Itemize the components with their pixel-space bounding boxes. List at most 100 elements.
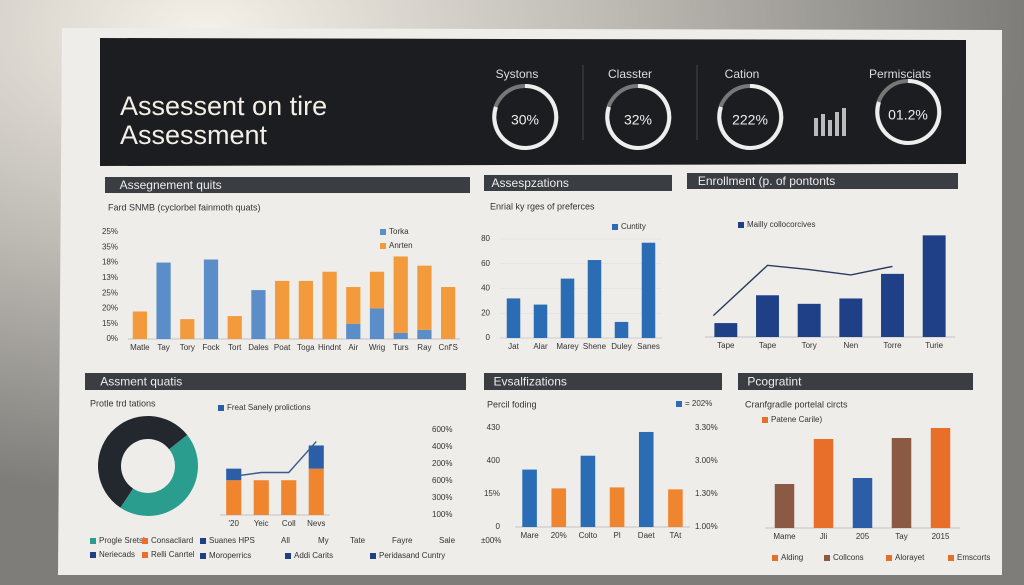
bar: [275, 280, 290, 339]
bar: [156, 262, 171, 339]
header-dividers: [582, 65, 698, 140]
panel-title: Evsalfizations: [494, 375, 567, 389]
x-tick-label: Tort: [228, 343, 242, 352]
y2-tick-label: 600%: [432, 425, 452, 434]
legend-label: Anrten: [389, 241, 413, 250]
panel-subtitle: Fard SNMB (cyclorbel fainmoth quats): [108, 202, 261, 212]
y-tick-label: 40: [481, 284, 490, 293]
y-tick-label: 20%: [102, 304, 118, 313]
y-tick-label: 15%: [102, 319, 118, 328]
kpi-arc: [492, 83, 559, 150]
legend-label: Patene Carile): [771, 415, 822, 424]
bar: [609, 487, 625, 527]
x-tick-label: Mame: [773, 532, 796, 541]
x-tick-label: Colto: [579, 531, 598, 540]
x-tick-label: Shene: [583, 342, 607, 351]
legend-label: Freat Sanely prolictions: [227, 403, 311, 412]
bar: [369, 271, 385, 309]
x-tick-label: Toga: [297, 343, 315, 352]
y-tick-label: 400: [487, 456, 501, 465]
bar: [756, 295, 779, 337]
bar: [369, 308, 385, 339]
x-tick-label: Turs: [393, 343, 409, 352]
y-tick-label: 35%: [102, 242, 118, 251]
bar: [551, 488, 567, 527]
y2-tick-label: 3.00%: [695, 456, 718, 465]
y-tick-label: 13%: [102, 273, 118, 282]
y2-tick-label: 200%: [432, 459, 452, 468]
bar: [393, 256, 408, 333]
bar: [587, 260, 602, 338]
legend-label: Progle Sretsb: [99, 536, 148, 545]
legend-swatch: [380, 243, 386, 249]
y-tick-label: 0: [496, 522, 501, 531]
legend-label: Emscorts: [957, 553, 990, 562]
legend-label: Fayre: [392, 536, 413, 545]
legend-swatch: [824, 555, 830, 561]
legend-swatch: [772, 555, 778, 561]
line-series: [712, 264, 893, 317]
bar: [839, 298, 863, 337]
bar: [522, 469, 537, 527]
panel-subtitle: Cranfgradle portelal circts: [745, 399, 848, 409]
bar: [308, 445, 324, 469]
x-tick-label: Nevs: [307, 519, 325, 528]
kpi-value: 222%: [732, 112, 768, 128]
kpi-label: Systons: [496, 67, 539, 81]
y-tick-label: 15%: [484, 489, 500, 498]
x-tick-label: Daet: [638, 531, 656, 540]
y2-tick-label: 1.30%: [695, 489, 718, 498]
legend-label: My: [318, 536, 329, 545]
legend-label: Torka: [389, 227, 409, 236]
x-tick-label: Torre: [883, 341, 902, 350]
y-tick-label: 20: [481, 308, 490, 317]
bar: [308, 468, 324, 515]
y-tick-label: 18%: [102, 258, 118, 267]
kpi-label: Classter: [608, 67, 652, 81]
kpi-arc: [605, 83, 672, 150]
y-tick-label: 25%: [102, 227, 118, 236]
bar: [281, 480, 297, 515]
legend-swatch: [200, 553, 206, 559]
panel-title: Pcogratint: [747, 375, 802, 389]
x-tick-label: Coll: [282, 519, 296, 528]
bar: [180, 319, 195, 339]
bar: [298, 280, 313, 339]
legend-label: Consacliard: [151, 536, 193, 545]
legend-label: Suanes HPS: [209, 536, 255, 545]
legend-label: ±00%: [481, 536, 501, 545]
bar: [714, 323, 738, 337]
legend-swatch: [738, 222, 744, 228]
panel-title-bar: [484, 175, 672, 191]
legend-label: Tate: [350, 536, 366, 545]
bar: [881, 273, 904, 337]
x-tick-label: TAt: [669, 531, 682, 540]
header-title: Assessent on tire: [120, 91, 327, 121]
bar: [533, 304, 548, 338]
bar: [227, 316, 242, 339]
y2-tick-label: 100%: [432, 510, 452, 519]
panel-title-bar: [85, 373, 466, 390]
x-tick-label: Cnf'S: [438, 343, 457, 352]
y2-tick-label: 1.00%: [695, 522, 718, 531]
y-tick-label: 0%: [106, 334, 118, 343]
panel-subtitle: Enrial ky rges of preferces: [490, 201, 595, 211]
legend-label: Peridasand Cuntry: [379, 551, 445, 560]
legend-swatch: [948, 555, 954, 561]
panel-title-bar: [484, 373, 722, 390]
bar: [346, 287, 361, 324]
legend-label: Cuntity: [621, 222, 646, 231]
bar: [226, 468, 242, 481]
legend-label: Collcons: [833, 553, 864, 562]
bar: [774, 484, 795, 528]
header-title: Assessment: [120, 120, 268, 150]
kpi-label: Cation: [725, 67, 760, 81]
bar: [641, 242, 656, 338]
legend-label: All: [281, 536, 290, 545]
donut-slice: [120, 434, 199, 516]
x-tick-label: Tay: [157, 343, 169, 352]
legend-label: Relli Canrtel: [151, 550, 195, 559]
header-band: [100, 38, 966, 166]
x-tick-label: Turie: [925, 341, 943, 350]
